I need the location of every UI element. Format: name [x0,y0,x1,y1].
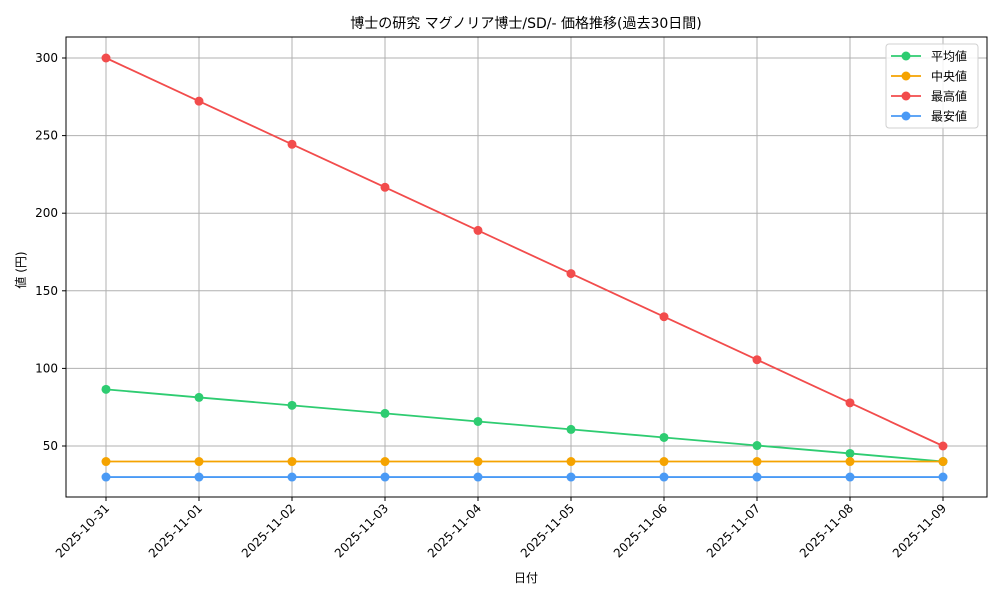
x-tick-label: 2025-11-06 [611,501,670,560]
data-point-marker [194,392,204,402]
legend-marker-icon [901,91,911,101]
x-tick-label: 2025-11-01 [146,501,205,560]
data-point-marker [938,472,948,482]
data-point-marker [101,53,111,63]
legend-item: 最安値 [891,109,967,124]
y-tick-label: 50 [43,439,58,453]
x-axis-label: 日付 [514,571,538,585]
data-point-marker [473,416,483,426]
data-point-marker [566,424,576,434]
legend-item: 平均値 [891,49,967,64]
data-point-marker [473,457,483,467]
data-point-marker [287,457,297,467]
series-line [101,53,948,451]
data-point-marker [287,400,297,410]
legend-label: 最高値 [931,89,967,104]
data-point-marker [938,441,948,451]
series-line [101,384,948,467]
data-point-marker [845,457,855,467]
legend-label: 中央値 [931,69,967,84]
x-tick-label: 2025-11-09 [890,501,949,560]
x-axis-ticks: 2025-10-31 2025-11-01 2025-11-02 2025-11-03… [53,497,949,560]
chart-title: 博士の研究 マグノリア博士/SD/- 価格推移(過去30日間) [350,15,702,32]
data-point-marker [380,182,390,192]
plot-frame [65,36,988,498]
data-point-marker [101,457,111,467]
y-tick-label: 200 [35,206,58,220]
data-point-marker [380,457,390,467]
x-tick-label: 2025-11-03 [332,501,391,560]
data-point-marker [566,269,576,279]
legend-marker-icon [901,111,911,121]
data-point-marker [752,355,762,365]
data-point-marker [101,472,111,482]
data-point-marker [845,472,855,482]
data-point-marker [194,472,204,482]
y-axis-ticks: 50 100 150 200 250 300 [35,51,66,453]
legend-marker-icon [901,71,911,81]
series-line [101,472,948,482]
data-point-marker [287,472,297,482]
y-tick-label: 150 [35,284,58,298]
x-tick-label: 2025-10-31 [53,501,112,560]
data-point-marker [845,448,855,458]
grid-lines [66,37,987,497]
data-point-marker [659,312,669,322]
data-point-marker [380,472,390,482]
y-tick-label: 300 [35,51,58,65]
data-point-marker [938,457,948,467]
data-point-marker [845,398,855,408]
data-point-marker [287,139,297,149]
data-point-marker [101,384,111,394]
data-point-marker [659,457,669,467]
data-point-marker [659,472,669,482]
data-point-marker [473,225,483,235]
data-point-marker [194,457,204,467]
data-point-marker [752,472,762,482]
x-tick-label: 2025-11-08 [797,501,856,560]
y-tick-label: 250 [35,129,58,143]
x-tick-label: 2025-11-04 [425,501,484,560]
x-tick-label: 2025-11-07 [704,501,763,560]
legend-box [885,43,979,129]
y-axis-label: 値 (円) [13,251,28,288]
data-point-marker [752,457,762,467]
series-line [101,457,948,467]
legend-item: 最高値 [891,89,967,104]
data-point-marker [380,408,390,418]
x-tick-label: 2025-11-02 [239,501,298,560]
legend-marker-icon [901,51,911,61]
data-point-marker [566,457,576,467]
x-tick-label: 2025-11-05 [518,501,577,560]
data-point-marker [752,441,762,451]
data-point-marker [566,472,576,482]
legend-label: 最安値 [931,109,967,124]
data-point-marker [473,472,483,482]
legend-label: 平均値 [931,49,967,64]
data-series [101,53,948,482]
y-tick-label: 100 [35,361,58,375]
legend-item: 中央値 [891,69,967,84]
data-point-marker [194,96,204,106]
data-point-marker [659,432,669,442]
